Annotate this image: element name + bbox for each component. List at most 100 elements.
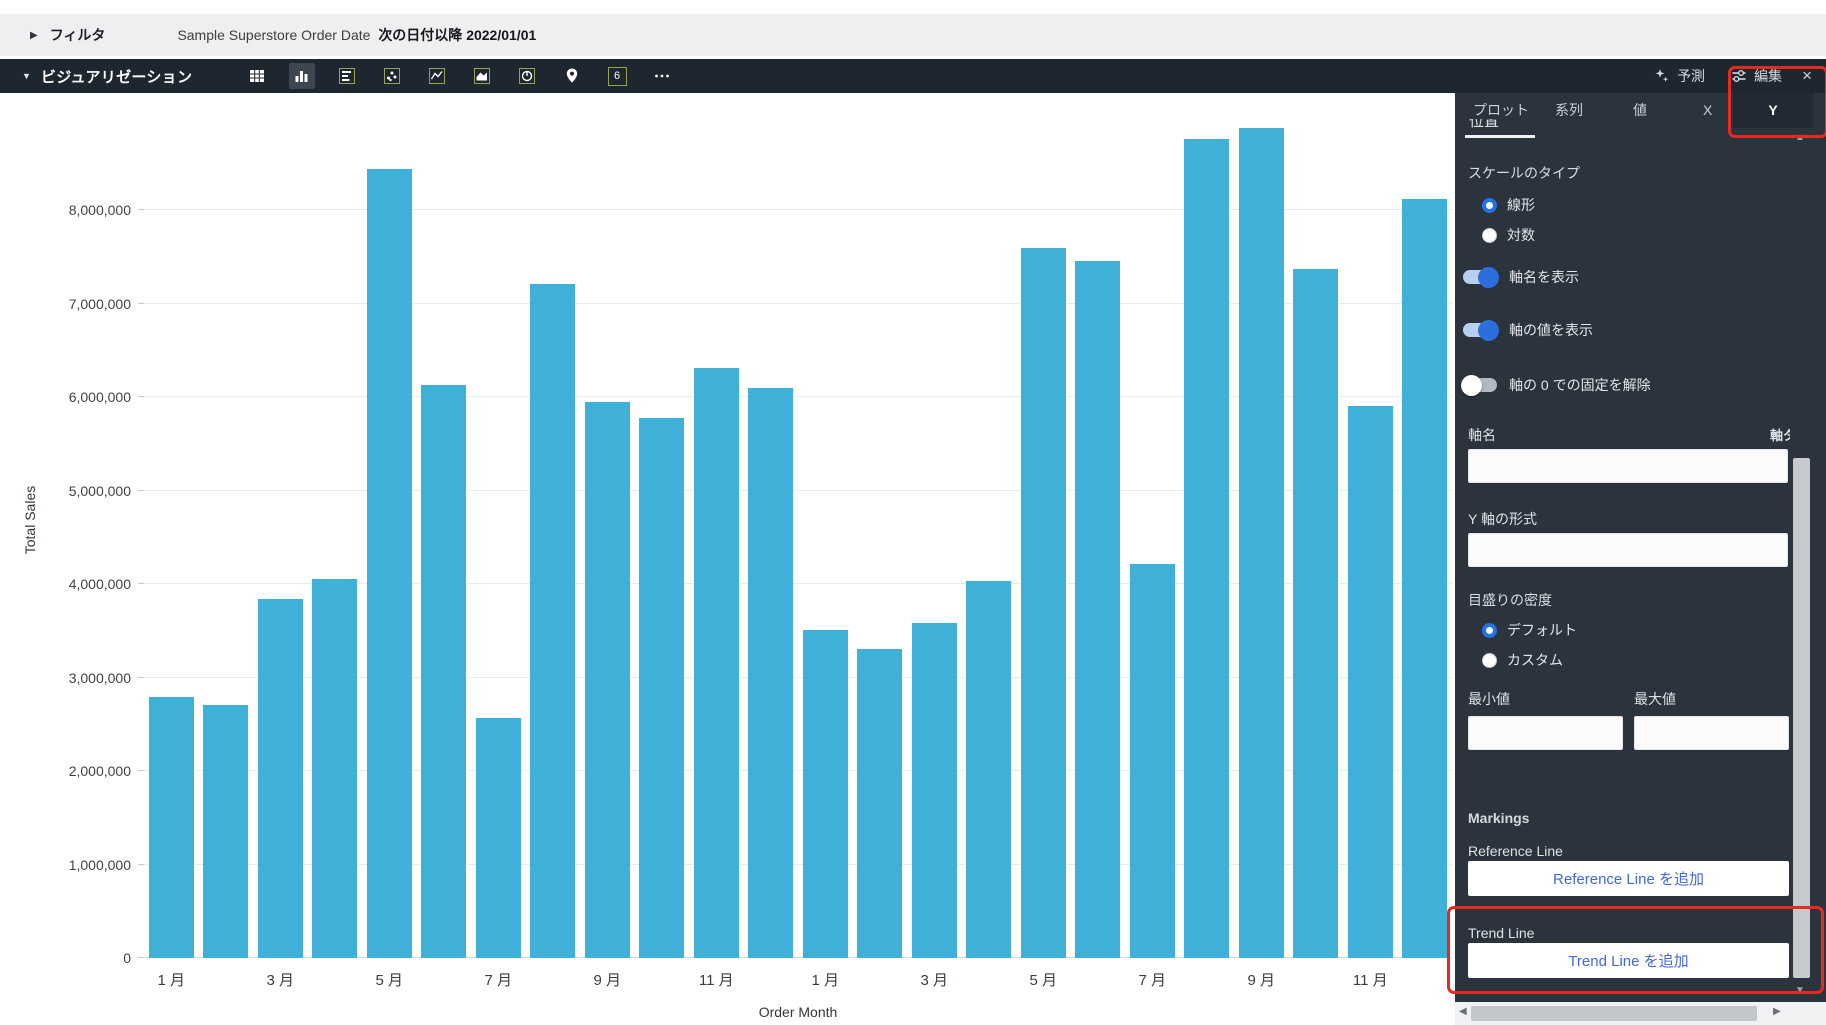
filter-field-text: Sample Superstore Order Date xyxy=(177,27,371,43)
line-chart-icon[interactable] xyxy=(424,63,450,89)
radio-icon[interactable] xyxy=(1482,227,1497,243)
bar-11月[interactable] xyxy=(693,368,739,958)
markings-heading: Markings xyxy=(1468,810,1530,826)
bar-2月[interactable] xyxy=(857,648,903,958)
bar-3月[interactable] xyxy=(257,598,303,958)
y-tick-label: 1,000,000 xyxy=(68,856,131,873)
tab-値[interactable]: 値 xyxy=(1633,102,1647,118)
radio-icon[interactable] xyxy=(1482,652,1497,668)
scroll-left-arrow-icon[interactable]: ◀ xyxy=(1459,1006,1467,1017)
min-value-input[interactable] xyxy=(1468,716,1623,750)
scale-type-option-線形[interactable]: 線形 xyxy=(1482,195,1535,215)
add-reference-line-button[interactable]: Reference Line を追加 xyxy=(1468,861,1789,896)
box-six-icon[interactable]: 6 xyxy=(604,63,630,89)
gridline xyxy=(144,583,1452,584)
vertical-scroll-thumb[interactable] xyxy=(1793,458,1810,978)
tick-density-option-カスタム[interactable]: カスタム xyxy=(1482,650,1563,670)
active-filter-chip[interactable]: Sample Superstore Order Date 次の日付以降 2022… xyxy=(177,25,536,45)
horizontal-scroll-thumb[interactable] xyxy=(1471,1006,1757,1021)
toggle-off-icon[interactable] xyxy=(1461,374,1497,396)
tab-X[interactable]: X xyxy=(1703,102,1713,118)
bar-12月[interactable] xyxy=(1402,198,1448,958)
scale-type-option-label: 対数 xyxy=(1507,227,1535,243)
toggle-on-icon[interactable] xyxy=(1463,319,1499,341)
max-value-input[interactable] xyxy=(1634,716,1789,750)
y-tick-mark xyxy=(138,583,144,584)
x-tick-label: 9 月 xyxy=(1247,972,1276,989)
x-tick-label: 1 月 xyxy=(157,972,186,989)
toggle-on-icon[interactable] xyxy=(1463,266,1499,288)
bar-8月[interactable] xyxy=(530,283,576,958)
scroll-right-arrow-icon[interactable]: ▶ xyxy=(1773,1006,1781,1017)
area-chart-icon[interactable] xyxy=(469,63,495,89)
bar-3月[interactable] xyxy=(911,623,957,958)
axis-name-input[interactable] xyxy=(1468,449,1788,483)
tick-density-option-label: デフォルト xyxy=(1507,622,1577,638)
bar-7月[interactable] xyxy=(475,717,521,958)
tick-density-option-label: カスタム xyxy=(1507,652,1563,668)
map-pin-icon[interactable] xyxy=(559,63,585,89)
bar-10月[interactable] xyxy=(639,417,685,958)
scatter-icon[interactable] xyxy=(379,63,405,89)
tab-系列[interactable]: 系列 xyxy=(1555,102,1583,118)
bar-12月[interactable] xyxy=(748,387,794,958)
donut-chart-icon-glyph xyxy=(519,68,535,84)
radio-selected-icon[interactable] xyxy=(1482,197,1497,213)
bar-6月[interactable] xyxy=(1075,260,1121,958)
clipped-right-label: 軸タ xyxy=(1770,428,1790,443)
edit-button[interactable]: 編集 xyxy=(1731,66,1782,86)
y-axis-format-input[interactable] xyxy=(1468,533,1788,567)
properties-panel: プロット 系列 値 X Y 位置 スケールのタイプ 線形 対数 軸名を表示 軸の値を表示 軸の… xyxy=(1455,93,1826,1025)
scale-type-option-対数[interactable]: 対数 xyxy=(1482,225,1535,245)
radio-selected-icon[interactable] xyxy=(1482,622,1497,638)
bar-11月[interactable] xyxy=(1347,406,1393,958)
bar-9月[interactable] xyxy=(1238,127,1284,958)
table-icon[interactable] xyxy=(244,63,270,89)
bar-10月[interactable] xyxy=(1293,268,1339,958)
tab-Y[interactable]: Y xyxy=(1733,93,1813,128)
filter-expand-caret-icon[interactable]: ▶ xyxy=(30,29,38,41)
tab-プロット[interactable]: プロット xyxy=(1473,102,1529,118)
bar-1月[interactable] xyxy=(148,697,194,958)
bar-chart-icon-glyph xyxy=(295,71,308,82)
filter-condition-text: 次の日付以降 2022/01/01 xyxy=(378,27,537,43)
tick-density-option-デフォルト[interactable]: デフォルト xyxy=(1482,620,1577,640)
visualization-collapse-caret-icon[interactable]: ▼ xyxy=(22,71,31,81)
bar-8月[interactable] xyxy=(1184,138,1230,958)
toggle-knob[interactable] xyxy=(1461,374,1482,396)
bar-6月[interactable] xyxy=(421,384,467,958)
donut-chart-icon[interactable] xyxy=(514,63,540,89)
x-tick-label: 5 月 xyxy=(1029,972,1058,989)
scroll-up-arrow-icon[interactable]: ▲ xyxy=(1795,132,1805,143)
bar-2月[interactable] xyxy=(203,704,249,958)
toggle-軸の値を表示[interactable]: 軸の値を表示 xyxy=(1463,318,1593,342)
panel-horizontal-scrollbar[interactable]: ◀ ▶ xyxy=(1455,1002,1826,1025)
bar-5月[interactable] xyxy=(1020,248,1066,958)
horizontal-bar-icon-glyph xyxy=(339,68,355,84)
more-icon[interactable] xyxy=(649,63,675,89)
bar-4月[interactable] xyxy=(966,581,1012,958)
bar-chart-icon[interactable] xyxy=(289,63,315,89)
forecast-button[interactable]: 予測 xyxy=(1654,66,1705,86)
bar-9月[interactable] xyxy=(584,401,630,958)
sparkle-icon xyxy=(1655,69,1669,82)
horizontal-bar-icon[interactable] xyxy=(334,63,360,89)
reference-line-label: Reference Line xyxy=(1468,843,1563,859)
bar-7月[interactable] xyxy=(1129,564,1175,958)
panel-vertical-scrollbar[interactable]: ▲ ▼ xyxy=(1789,128,1815,1002)
scroll-down-arrow-icon[interactable]: ▼ xyxy=(1795,985,1805,996)
chart-type-icon-row: 6 xyxy=(244,59,675,93)
gridline xyxy=(144,770,1452,771)
bar-1月[interactable] xyxy=(802,629,848,958)
bar-4月[interactable] xyxy=(312,579,358,958)
toggle-label: 軸の値を表示 xyxy=(1509,322,1593,338)
add-trend-line-button[interactable]: Trend Line を追加 xyxy=(1468,943,1789,978)
close-icon[interactable]: × xyxy=(1802,66,1812,85)
toggle-軸の 0 での固定を解除[interactable]: 軸の 0 での固定を解除 xyxy=(1461,373,1651,397)
clipped-scrolled-label: 位置 xyxy=(1465,119,1535,138)
gridline xyxy=(144,863,1452,865)
toggle-knob[interactable] xyxy=(1478,266,1499,288)
bar-5月[interactable] xyxy=(366,168,412,958)
toggle-knob[interactable] xyxy=(1478,319,1499,341)
toggle-軸名を表示[interactable]: 軸名を表示 xyxy=(1463,265,1579,289)
